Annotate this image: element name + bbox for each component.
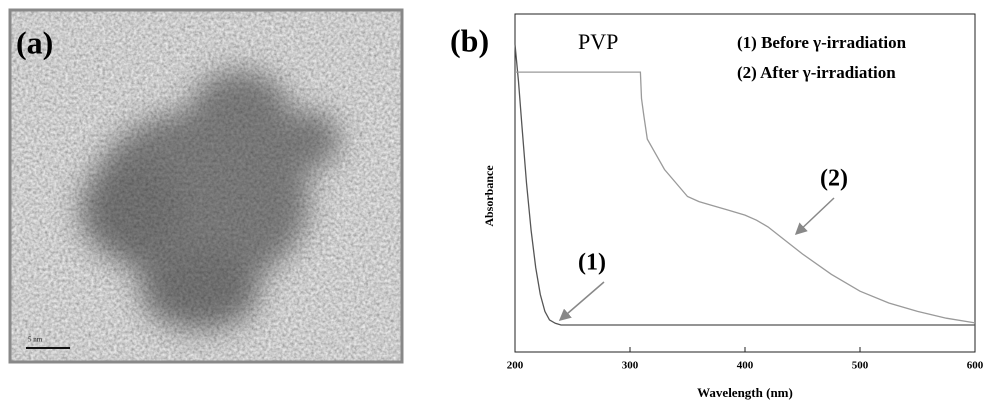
x-tick-label: 200	[507, 360, 524, 372]
line-series	[514, 44, 975, 326]
legend-entry: (2) After γ-irradiation	[737, 63, 896, 82]
panel-b: (b) Wavelength (nm) Absorbance PVP (1) (…	[450, 13, 984, 400]
annotation: (2)	[820, 166, 848, 192]
line-series	[515, 71, 976, 324]
x-tick-label: 400	[737, 360, 754, 372]
x-tick-label: 300	[622, 360, 639, 372]
annotation: (1)	[578, 250, 606, 276]
arrow	[558, 281, 605, 321]
panel-label: (a)	[16, 24, 53, 60]
x-tick-label: 600	[967, 360, 984, 372]
frame	[8, 8, 404, 364]
annotation: PVP	[578, 29, 618, 54]
panel-label: (b)	[450, 22, 489, 58]
x-tick-label: 500	[852, 360, 869, 372]
panel-a: (a) 5 nm	[8, 8, 404, 364]
x-axis-label: Wavelength (nm)	[697, 385, 793, 400]
y-axis-label: Absorbance	[482, 165, 496, 227]
arrow	[794, 197, 835, 236]
particle	[80, 70, 340, 330]
scale-bar-label: 5 nm	[28, 336, 43, 344]
legend-entry: (1) Before γ-irradiation	[737, 33, 907, 52]
